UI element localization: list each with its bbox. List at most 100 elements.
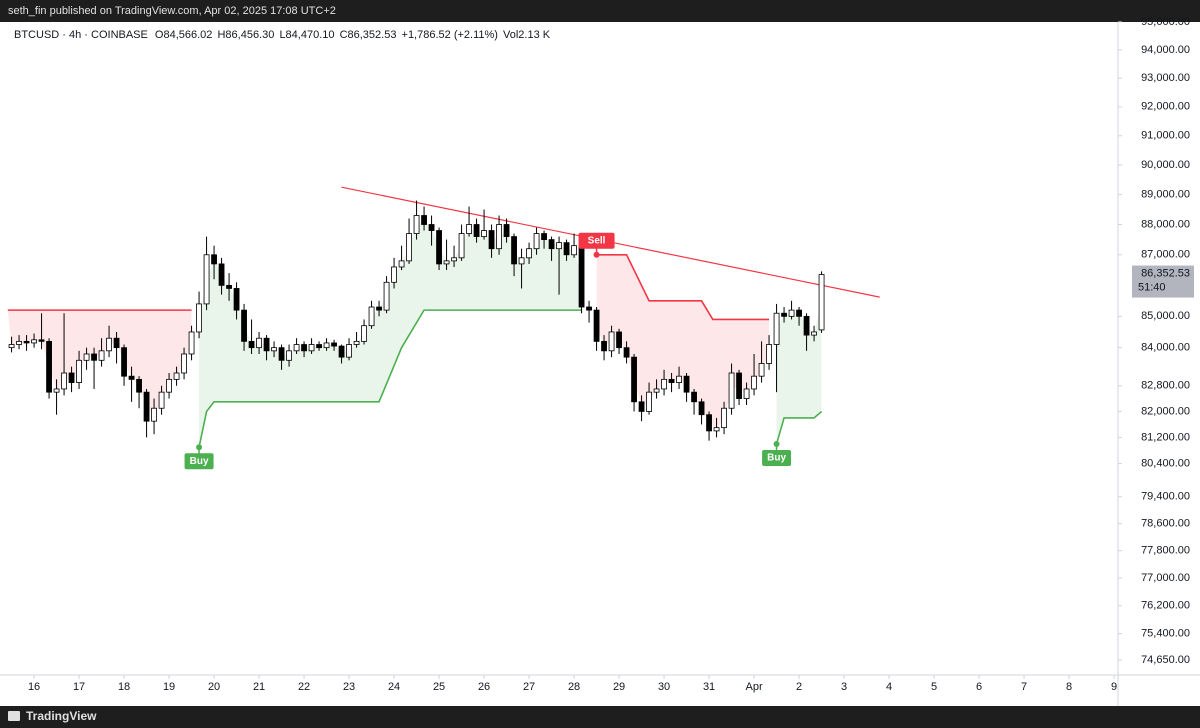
candle-body xyxy=(451,257,457,262)
candle-body xyxy=(226,284,232,289)
candle-body xyxy=(241,309,247,342)
candle-body xyxy=(556,242,562,250)
candle-body xyxy=(526,248,532,259)
candle-body xyxy=(53,388,60,393)
candle-body xyxy=(781,312,787,317)
price-tag-label: 86,352.53 xyxy=(1141,267,1190,279)
y-tick-label: 75,400.00 xyxy=(1141,628,1190,640)
candle-body xyxy=(46,340,52,393)
candle-body xyxy=(203,254,210,305)
x-tick-label: 7 xyxy=(1021,681,1027,693)
candle-body xyxy=(751,375,757,390)
trend-fill xyxy=(596,254,770,430)
countdown: 51:40 xyxy=(1138,281,1166,293)
candle-body xyxy=(518,257,525,265)
x-tick-label: 18 xyxy=(118,681,130,693)
y-tick-label: 87,000.00 xyxy=(1141,249,1190,261)
signal-box xyxy=(184,453,214,470)
candle-body xyxy=(293,344,300,352)
legend: BTCUSD · 4h · COINBASE O84,566.02 H86,45… xyxy=(14,29,551,41)
candle-body xyxy=(31,339,37,344)
trend-fill xyxy=(776,302,822,444)
candle-body xyxy=(68,372,75,383)
candle-body xyxy=(323,342,330,349)
signal-box xyxy=(762,449,792,466)
chart-background xyxy=(0,22,1200,706)
y-tick-label: 94,000.00 xyxy=(1141,44,1190,56)
x-tick-label: 3 xyxy=(841,681,847,693)
candle-body xyxy=(466,224,472,234)
candle-body xyxy=(196,303,202,333)
candle-body xyxy=(368,306,375,327)
candle-body xyxy=(728,372,735,409)
candle-body xyxy=(286,350,292,361)
candle-body xyxy=(623,347,630,358)
x-tick-label: Apr xyxy=(746,681,763,693)
candle-body xyxy=(638,401,645,412)
candle-body xyxy=(383,281,390,311)
signal-dot xyxy=(593,251,600,258)
y-tick-label: 88,000.00 xyxy=(1141,218,1190,230)
x-tick-label: 22 xyxy=(298,681,310,693)
candle-body xyxy=(736,372,742,399)
candle-body xyxy=(691,391,697,403)
candle-body xyxy=(308,344,315,352)
candle-body xyxy=(683,375,690,393)
candle-body xyxy=(481,230,487,237)
ohlc-open: O84,566.02 xyxy=(155,29,213,41)
candle-body xyxy=(458,233,465,259)
candle-body xyxy=(608,331,615,352)
candle-body xyxy=(578,245,585,308)
candle-body xyxy=(158,391,165,409)
candle-body xyxy=(616,331,622,349)
candle-body xyxy=(106,337,112,352)
candle-body xyxy=(668,378,675,383)
candle-body xyxy=(128,375,135,380)
candle-body xyxy=(38,339,45,342)
y-tick-label: 89,000.00 xyxy=(1141,189,1190,201)
y-tick-label: 77,800.00 xyxy=(1141,545,1190,557)
candle-body xyxy=(653,388,660,393)
candle-body xyxy=(143,391,150,422)
trend-fill xyxy=(7,310,192,415)
candle-body xyxy=(61,372,67,390)
candle-body xyxy=(218,263,225,286)
candle-body xyxy=(428,224,435,231)
candle-body xyxy=(8,344,15,349)
supertrend-line xyxy=(596,253,770,321)
y-tick-label: 79,400.00 xyxy=(1141,491,1190,503)
candle-body xyxy=(233,288,240,311)
x-tick-label: 29 xyxy=(613,681,625,693)
y-tick-label: 92,000.00 xyxy=(1141,101,1190,113)
candle-body xyxy=(16,340,22,345)
candle-body xyxy=(548,239,555,250)
signal-box xyxy=(578,232,615,249)
candle-body xyxy=(593,309,600,342)
candle-body xyxy=(473,224,480,237)
candle-body xyxy=(443,260,450,265)
change: +1,786.52 (+2.11%) xyxy=(402,29,498,41)
candle-body xyxy=(413,215,420,234)
y-tick-label: 84,000.00 xyxy=(1141,342,1190,354)
x-tick-label: 24 xyxy=(388,681,400,693)
candle-body xyxy=(698,401,705,416)
y-tick-label: 78,600.00 xyxy=(1141,517,1190,529)
candle-body xyxy=(23,340,30,344)
candle-body xyxy=(563,242,570,256)
candle-body xyxy=(98,350,105,361)
candle-body xyxy=(721,407,727,429)
signal-label: Buy xyxy=(190,456,209,467)
y-tick-label: 76,200.00 xyxy=(1141,600,1190,612)
candle-body xyxy=(796,309,802,317)
candle-body xyxy=(248,340,255,349)
volume: Vol2.13 K xyxy=(503,29,551,41)
signal-label: Buy xyxy=(767,453,786,464)
candle-body xyxy=(211,254,217,265)
y-tick-label: 95,000.00 xyxy=(1141,16,1190,28)
candle-body xyxy=(601,340,607,352)
supertrend-line xyxy=(198,309,582,448)
candle-body xyxy=(316,344,322,349)
candle-body xyxy=(346,344,352,358)
ohlc-low: L84,470.10 xyxy=(279,29,334,41)
